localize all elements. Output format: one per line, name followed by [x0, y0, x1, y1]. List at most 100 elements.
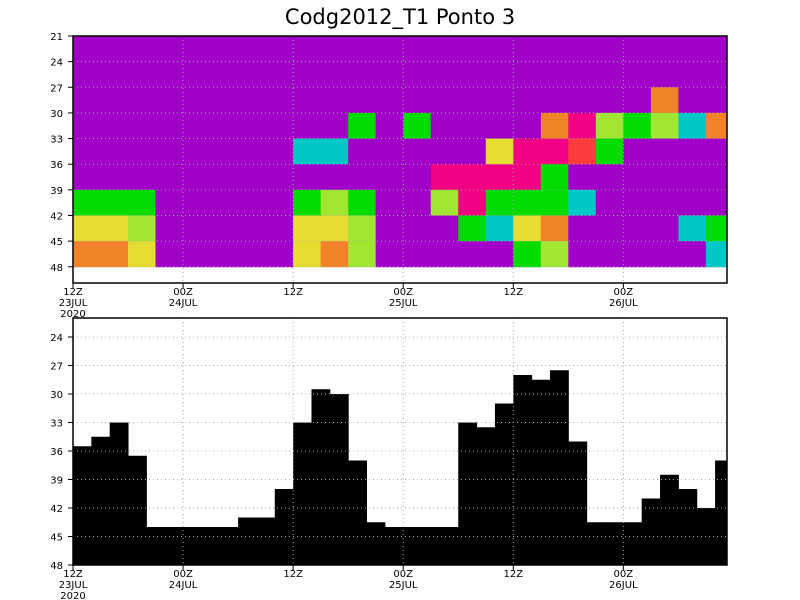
- heat-cell: [320, 87, 349, 114]
- heat-cell: [238, 241, 267, 268]
- bar: [238, 517, 257, 565]
- bar: [384, 527, 404, 565]
- heat-cell: [595, 61, 624, 88]
- heat-cell: [705, 164, 727, 191]
- bar: [586, 522, 606, 565]
- heat-cell: [155, 189, 184, 216]
- bar: [201, 527, 221, 565]
- heat-cell: [568, 189, 597, 216]
- heat-cell: [568, 241, 597, 268]
- heat-cell: [458, 61, 487, 88]
- bar: [256, 517, 276, 565]
- bar: [274, 489, 294, 565]
- heat-cell: [568, 164, 597, 191]
- heat-cell: [348, 215, 377, 242]
- heat-cell: [568, 112, 597, 140]
- heat-cell: [595, 87, 624, 114]
- bar: [623, 522, 643, 565]
- heat-cell: [293, 36, 322, 63]
- y-tick-label: 45: [50, 533, 63, 544]
- heat-cell: [430, 241, 459, 268]
- heat-cell: [265, 164, 294, 191]
- heat-cell: [568, 215, 597, 242]
- heat-cell: [540, 189, 569, 216]
- heat-cell: [238, 61, 267, 88]
- heat-cell: [128, 164, 157, 191]
- bar: [660, 474, 679, 565]
- heat-cell: [293, 241, 322, 268]
- heat-cell: [265, 112, 294, 140]
- heat-cell: [375, 241, 404, 268]
- heat-cell: [183, 241, 212, 268]
- heat-cell: [513, 164, 542, 191]
- heat-cell: [430, 87, 459, 114]
- heat-cell: [678, 36, 707, 63]
- heat-cell: [705, 61, 727, 88]
- heat-cell: [348, 164, 377, 191]
- heat-cell: [540, 87, 569, 114]
- heat-cell: [348, 87, 377, 114]
- x-tick-label: 12Z: [503, 287, 523, 298]
- heat-cell: [128, 241, 157, 268]
- heat-cell: [210, 61, 239, 88]
- heat-cell: [403, 189, 432, 216]
- x-tick-label: 12Z: [283, 287, 303, 298]
- heat-cell: [623, 138, 652, 165]
- heat-cell: [375, 36, 404, 63]
- heat-cell: [403, 112, 432, 140]
- heat-cell: [155, 87, 184, 114]
- heat-cell: [348, 138, 377, 165]
- heat-cell: [650, 112, 679, 140]
- bar: [549, 370, 569, 565]
- heat-cell: [540, 215, 569, 242]
- heat-cell: [375, 112, 404, 140]
- bar: [311, 389, 331, 565]
- heat-cell: [513, 61, 542, 88]
- bar: [128, 455, 147, 565]
- heat-cell: [73, 112, 102, 140]
- heat-cell: [265, 61, 294, 88]
- heat-cell: [73, 189, 102, 216]
- heat-cell: [595, 215, 624, 242]
- heat-cell: [485, 164, 514, 191]
- heat-cell: [403, 138, 432, 165]
- heat-cell: [73, 164, 102, 191]
- heat-cell: [375, 189, 404, 216]
- heat-cell: [678, 87, 707, 114]
- heat-cell: [155, 164, 184, 191]
- heat-cell: [100, 36, 129, 63]
- heat-cell: [540, 112, 569, 140]
- heat-cell: [623, 112, 652, 140]
- heat-cell: [375, 87, 404, 114]
- heat-cell: [430, 112, 459, 140]
- bar: [715, 460, 727, 565]
- heat-cell: [293, 138, 322, 165]
- y-tick-label: 24: [50, 58, 63, 69]
- heat-cell: [210, 87, 239, 114]
- heat-cell: [650, 87, 679, 114]
- heat-cell: [540, 164, 569, 191]
- heat-cell: [458, 36, 487, 63]
- heat-cell: [623, 87, 652, 114]
- heat-cell: [183, 61, 212, 88]
- heat-cell: [265, 241, 294, 268]
- heat-cell: [320, 36, 349, 63]
- heat-cell: [100, 164, 129, 191]
- heat-cell: [513, 241, 542, 268]
- heat-cell: [485, 138, 514, 165]
- heat-cell: [293, 215, 322, 242]
- heat-cell: [650, 189, 679, 216]
- x-tick-label: 12Z 23JUL 2020: [59, 569, 88, 600]
- heat-cell: [375, 138, 404, 165]
- heat-cell: [485, 36, 514, 63]
- y-tick-label: 21: [50, 32, 63, 43]
- y-tick-label: 48: [50, 263, 63, 274]
- heat-cell: [568, 87, 597, 114]
- heat-cell: [678, 241, 707, 268]
- heat-cell: [348, 241, 377, 268]
- x-tick-label: 12Z 23JUL 2020: [59, 287, 88, 320]
- plot-frame: [72, 317, 728, 566]
- heat-cell: [238, 112, 267, 140]
- heat-cell: [155, 61, 184, 88]
- heat-cell: [623, 164, 652, 191]
